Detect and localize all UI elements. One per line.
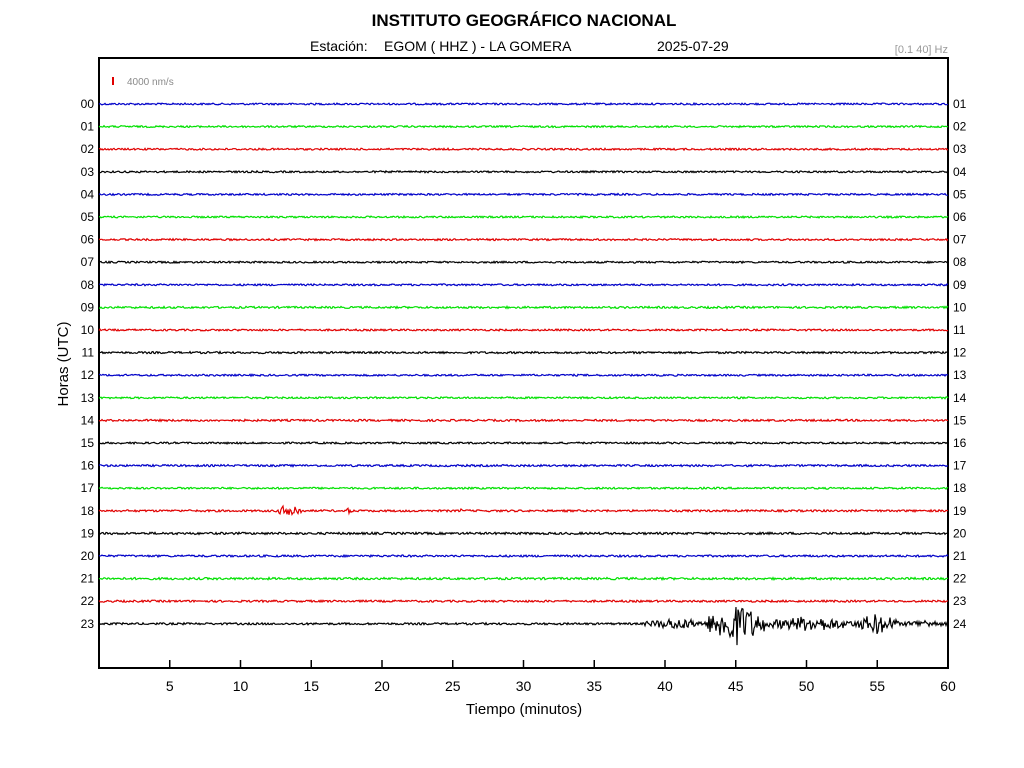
station-name: EGOM ( HHZ ) - LA GOMERA xyxy=(384,38,572,54)
trace-hour-23 xyxy=(98,607,949,646)
trace-hour-02 xyxy=(98,147,949,152)
hour-label-left: 04 xyxy=(81,187,95,201)
trace-hour-20 xyxy=(98,553,949,559)
hour-label-right: 22 xyxy=(953,572,967,586)
chart-title: INSTITUTO GEOGRÁFICO NACIONAL xyxy=(372,11,677,30)
hour-label-left: 10 xyxy=(81,323,95,337)
trace-hour-14 xyxy=(98,418,949,423)
hour-label-right: 06 xyxy=(953,210,967,224)
hour-label-left: 11 xyxy=(82,346,95,360)
trace-hour-03 xyxy=(98,169,949,174)
frequency-band: [0.1 40] Hz xyxy=(895,44,948,56)
hour-label-right: 04 xyxy=(953,165,967,179)
trace-hour-21 xyxy=(98,576,948,582)
trace-hour-10 xyxy=(98,327,949,332)
y-axis-label: Horas (UTC) xyxy=(55,321,72,406)
x-tick-label: 35 xyxy=(586,678,602,694)
hour-label-left: 08 xyxy=(81,278,95,292)
hour-label-right: 09 xyxy=(953,278,967,292)
x-tick-label: 50 xyxy=(799,678,815,694)
trace-hour-08 xyxy=(99,282,949,287)
trace-hour-06 xyxy=(98,237,949,242)
hour-label-left: 07 xyxy=(81,255,95,269)
hour-label-left: 09 xyxy=(81,300,95,314)
hour-label-left: 00 xyxy=(81,97,95,111)
hour-label-right: 05 xyxy=(953,187,967,201)
hour-labels-right: 01 02 03 04 05 06 07 08 09 10 11 12 13 14 15 16 17 18 19 20… xyxy=(953,97,967,631)
hour-label-left: 17 xyxy=(81,481,95,495)
hour-label-left: 18 xyxy=(81,504,95,518)
trace-hour-13 xyxy=(98,395,949,400)
x-tick-label: 10 xyxy=(233,678,249,694)
hour-label-right: 11 xyxy=(953,323,966,337)
hour-label-right: 03 xyxy=(953,142,967,156)
record-date: 2025-07-29 xyxy=(657,38,729,54)
hour-label-right: 20 xyxy=(953,526,967,540)
trace-hour-07 xyxy=(98,260,949,265)
trace-hour-12 xyxy=(98,373,949,378)
hour-label-right: 13 xyxy=(953,368,967,382)
hour-labels-left: 00 01 02 03 04 05 06 07 08 09 10 11 12 13 14 15 16 17 18 19… xyxy=(81,97,95,631)
trace-hour-22 xyxy=(98,599,949,604)
x-tick-label: 15 xyxy=(303,678,319,694)
x-tick-label: 45 xyxy=(728,678,744,694)
x-axis-label: Tiempo (minutos) xyxy=(466,701,582,718)
hour-label-right: 18 xyxy=(953,481,967,495)
hour-label-left: 05 xyxy=(81,210,95,224)
hour-label-left: 15 xyxy=(81,436,95,450)
trace-hour-05 xyxy=(99,214,949,220)
trace-hour-01 xyxy=(98,124,949,129)
trace-hour-11 xyxy=(98,350,949,355)
hour-label-left: 01 xyxy=(81,120,95,134)
hour-label-left: 20 xyxy=(81,549,95,563)
hour-label-right: 24 xyxy=(953,617,967,631)
hour-label-left: 23 xyxy=(81,617,95,631)
hour-label-left: 14 xyxy=(81,413,95,427)
hour-label-left: 13 xyxy=(81,391,95,405)
hour-label-left: 22 xyxy=(81,594,95,608)
trace-hour-19 xyxy=(98,531,949,536)
hour-label-right: 21 xyxy=(953,549,967,563)
station-label: Estación: xyxy=(310,38,368,54)
hour-label-left: 21 xyxy=(81,572,95,586)
hour-label-right: 07 xyxy=(953,233,967,247)
x-tick-label: 25 xyxy=(445,678,461,694)
hour-label-right: 16 xyxy=(953,436,967,450)
trace-hour-04 xyxy=(98,192,949,197)
hour-label-right: 23 xyxy=(953,594,967,608)
trace-hour-00 xyxy=(98,101,949,106)
hour-label-left: 02 xyxy=(81,142,95,156)
trace-hour-17 xyxy=(98,486,949,491)
amplitude-scale-bar xyxy=(112,77,114,85)
hour-label-left: 12 xyxy=(81,368,95,382)
trace-hour-15 xyxy=(98,440,949,446)
x-axis-ticks: 5 10 15 20 25 30 35 40 45 50 55 60 xyxy=(166,660,956,694)
trace-group xyxy=(98,101,949,646)
hour-label-right: 02 xyxy=(953,120,967,134)
x-tick-label: 55 xyxy=(869,678,885,694)
x-tick-label: 40 xyxy=(657,678,673,694)
hour-label-right: 17 xyxy=(953,459,967,473)
x-tick-label: 30 xyxy=(516,678,532,694)
hour-label-left: 06 xyxy=(81,233,95,247)
x-tick-label: 60 xyxy=(940,678,956,694)
trace-hour-18 xyxy=(98,504,949,517)
hour-label-left: 16 xyxy=(81,459,95,473)
hour-label-right: 08 xyxy=(953,255,967,269)
hour-label-right: 14 xyxy=(953,391,967,405)
hour-label-right: 10 xyxy=(953,300,967,314)
trace-hour-16 xyxy=(98,463,949,468)
hour-label-right: 15 xyxy=(953,413,967,427)
x-tick-label: 20 xyxy=(374,678,390,694)
trace-hour-09 xyxy=(99,305,949,310)
hour-label-right: 19 xyxy=(953,504,967,518)
hour-label-right: 12 xyxy=(953,346,967,360)
amplitude-scale-label: 4000 nm/s xyxy=(127,77,174,88)
hour-label-left: 19 xyxy=(81,526,95,540)
hour-label-right: 01 xyxy=(953,97,967,111)
hour-label-left: 03 xyxy=(81,165,95,179)
x-tick-label: 5 xyxy=(166,678,174,694)
